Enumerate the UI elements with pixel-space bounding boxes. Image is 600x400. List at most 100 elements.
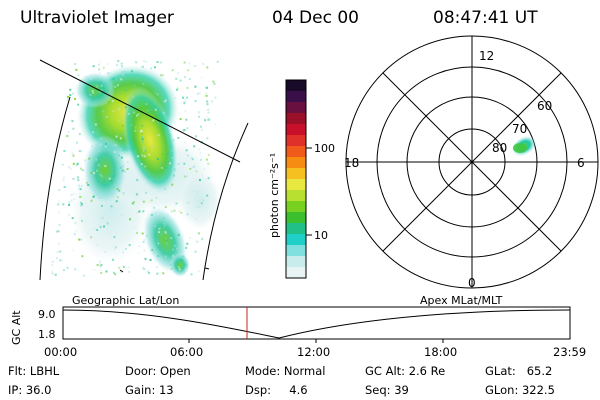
image-pixel	[79, 193, 81, 196]
image-pixel	[92, 196, 95, 198]
polar-lat-label: 80	[492, 141, 507, 155]
image-pixel	[98, 91, 101, 93]
image-pixel	[164, 206, 167, 209]
polar-emission-core	[513, 143, 527, 153]
image-pixel	[122, 192, 125, 195]
image-pixel	[207, 111, 210, 114]
timeline-ytick: 1.8	[38, 328, 56, 341]
image-pixel	[94, 88, 97, 91]
image-pixel	[96, 264, 99, 267]
image-pixel	[72, 96, 75, 99]
image-pixel	[75, 164, 78, 167]
image-pixel	[135, 61, 138, 64]
image-pixel	[103, 180, 106, 183]
image-pixel	[112, 174, 115, 177]
image-pixel	[62, 179, 65, 182]
image-pixel	[68, 203, 70, 206]
image-pixel	[134, 126, 137, 129]
image-pixel	[156, 61, 159, 64]
image-pixel	[94, 123, 97, 126]
image-pixel	[187, 202, 190, 204]
image-pixel	[67, 131, 70, 134]
image-pixel	[212, 80, 215, 83]
image-pixel	[184, 129, 187, 131]
image-pixel	[165, 237, 167, 240]
image-pixel	[99, 72, 101, 75]
image-pixel	[141, 65, 144, 68]
image-pixel	[195, 205, 198, 208]
image-pixel	[127, 112, 130, 115]
image-pixel	[164, 232, 167, 235]
image-pixel	[165, 242, 168, 245]
image-pixel	[207, 198, 209, 201]
image-pixel	[119, 186, 122, 189]
image-pixel	[142, 149, 145, 152]
image-pixel	[169, 263, 172, 266]
image-pixel	[108, 177, 111, 180]
image-pixel	[150, 213, 153, 216]
image-pixel	[187, 201, 190, 204]
image-pixel	[98, 160, 101, 162]
image-pixel	[144, 257, 147, 260]
image-pixel	[179, 79, 182, 82]
image-pixel	[200, 202, 203, 205]
image-pixel	[105, 270, 108, 273]
image-pixel	[186, 127, 189, 130]
image-pixel	[97, 164, 100, 167]
image-pixel	[69, 70, 72, 73]
image-pixel	[91, 90, 94, 92]
image-pixel	[210, 100, 213, 103]
image-pixel	[205, 86, 208, 89]
image-pixel	[57, 242, 60, 245]
image-pixel	[176, 87, 179, 90]
image-pixel	[205, 94, 208, 97]
image-pixel	[198, 148, 201, 151]
image-pixel	[96, 244, 99, 247]
image-pixel	[171, 183, 174, 186]
image-pixel	[118, 165, 121, 168]
polar-axis	[382, 72, 562, 252]
image-pixel	[144, 165, 147, 168]
image-pixel	[95, 193, 98, 196]
image-pixel	[72, 193, 75, 196]
image-pixel	[143, 155, 146, 158]
image-pixel	[95, 158, 98, 161]
image-pixel	[75, 68, 78, 71]
gc-alt-status: GC Alt: 2.6 Re	[365, 364, 446, 378]
image-pixel	[115, 200, 118, 203]
image-pixel	[165, 167, 168, 169]
image-pixel	[186, 86, 189, 89]
image-pixel	[98, 150, 101, 152]
image-pixel	[196, 240, 199, 243]
image-pixel	[146, 270, 149, 273]
image-pixel	[140, 86, 143, 89]
polar-mlt-label: 18	[344, 156, 359, 170]
image-pixel	[71, 249, 74, 252]
timeline-right-label: Apex MLat/MLT	[420, 294, 503, 307]
image-pixel	[198, 92, 201, 94]
image-pixel	[76, 141, 78, 144]
image-pixel	[78, 150, 81, 153]
auroral-image	[51, 60, 222, 277]
image-pixel	[89, 77, 92, 80]
image-pixel	[206, 103, 209, 106]
image-pixel	[116, 64, 119, 67]
image-pixel	[112, 110, 115, 113]
mode-status: Mode: Normal	[245, 364, 326, 378]
image-pixel	[78, 187, 81, 190]
image-pixel	[173, 209, 176, 212]
image-pixel	[141, 136, 144, 139]
image-pixel	[100, 84, 103, 87]
image-pixel	[99, 265, 102, 268]
image-pixel	[162, 272, 165, 275]
image-pixel	[162, 74, 165, 77]
image-pixel	[74, 230, 77, 232]
image-pixel	[81, 203, 84, 205]
image-pixel	[114, 144, 117, 147]
image-pixel	[89, 94, 92, 97]
image-pixel	[157, 242, 160, 245]
map-tick	[119, 269, 124, 273]
image-pixel	[200, 173, 203, 176]
timeline-ytick: 9.0	[38, 308, 56, 321]
image-pixel	[201, 128, 203, 131]
